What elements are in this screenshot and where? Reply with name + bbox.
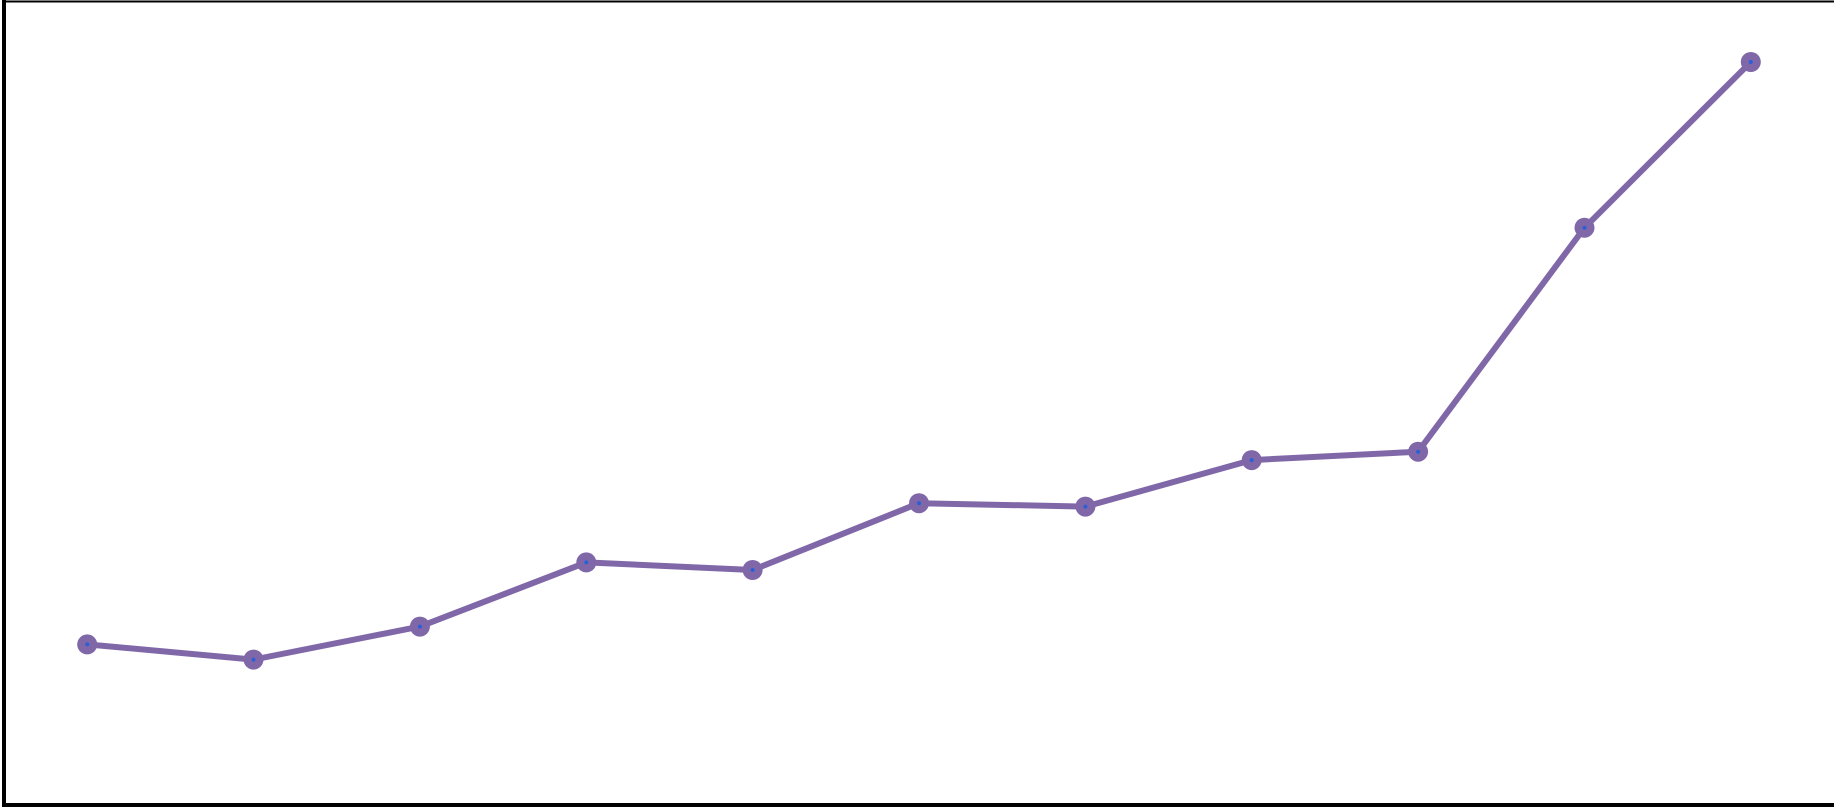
data-point-center — [417, 624, 422, 629]
data-point-center — [1748, 60, 1753, 64]
data-point — [1075, 496, 1096, 517]
data-point-center — [251, 657, 256, 662]
data-point — [1740, 52, 1761, 72]
data-point-center — [750, 568, 755, 572]
data-point — [909, 493, 929, 514]
data-point — [1574, 217, 1595, 238]
plot-background — [4, 2, 1834, 805]
data-point — [1241, 450, 1262, 471]
data-point — [409, 616, 430, 637]
data-point-center — [1249, 458, 1254, 463]
data-point — [576, 552, 597, 573]
data-point-center — [1582, 225, 1587, 230]
data-point-center — [1416, 449, 1421, 454]
data-point — [77, 634, 98, 655]
data-point-center — [584, 560, 589, 565]
data-point-center — [85, 642, 90, 647]
data-point-center — [917, 501, 921, 506]
series-layer — [77, 52, 1761, 670]
data-point — [243, 649, 264, 670]
data-point — [1408, 441, 1429, 462]
data-point — [742, 560, 763, 580]
data-point-center — [1083, 504, 1088, 509]
